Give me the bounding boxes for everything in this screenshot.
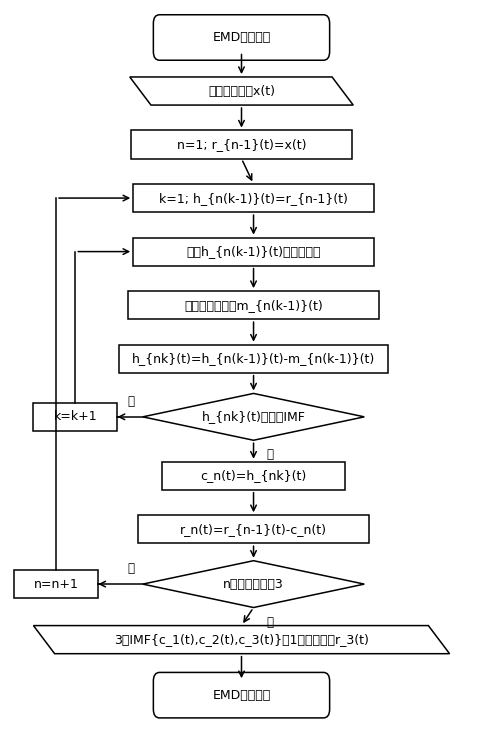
Text: n是否大于等于3: n是否大于等于3 (223, 578, 284, 591)
Text: k=1; h_{n(k-1)}(t)=r_{n-1}(t): k=1; h_{n(k-1)}(t)=r_{n-1}(t) (159, 192, 348, 205)
Text: h_{nk}(t)=h_{n(k-1)}(t)-m_{n(k-1)}(t): h_{nk}(t)=h_{n(k-1)}(t)-m_{n(k-1)}(t) (132, 352, 375, 365)
Text: 求上下包络均值m_{n(k-1)}(t): 求上下包络均值m_{n(k-1)}(t) (184, 299, 323, 312)
Bar (131, 131, 352, 159)
Text: 否: 否 (127, 562, 134, 575)
Text: EMD程序开始: EMD程序开始 (213, 31, 270, 44)
Text: n=1; r_{n-1}(t)=x(t): n=1; r_{n-1}(t)=x(t) (177, 138, 306, 151)
Bar (133, 238, 374, 266)
Bar (119, 344, 388, 373)
Polygon shape (143, 561, 364, 608)
Bar (128, 291, 379, 319)
Bar (133, 184, 374, 212)
Polygon shape (143, 393, 364, 440)
Text: k=k+1: k=k+1 (54, 410, 97, 424)
Text: r_n(t)=r_{n-1}(t)-c_n(t): r_n(t)=r_{n-1}(t)-c_n(t) (180, 523, 327, 536)
Bar (14, 570, 98, 598)
Bar (33, 403, 117, 431)
Polygon shape (33, 625, 450, 654)
Text: 是: 是 (267, 616, 274, 628)
Bar (138, 515, 369, 543)
Text: 3个IMF{c_1(t),c_2(t),c_3(t)}与1个残差函数r_3(t): 3个IMF{c_1(t),c_2(t),c_3(t)}与1个残差函数r_3(t) (114, 633, 369, 646)
Text: 否: 否 (127, 395, 134, 408)
Text: EMD程序结束: EMD程序结束 (213, 688, 270, 702)
Text: n=n+1: n=n+1 (34, 578, 79, 591)
FancyBboxPatch shape (154, 672, 329, 718)
Text: 机内测试信号x(t): 机内测试信号x(t) (208, 84, 275, 98)
Polygon shape (130, 77, 353, 105)
Text: 是: 是 (267, 448, 274, 461)
Text: 找出h_{n(k-1)}(t)的上下包络: 找出h_{n(k-1)}(t)的上下包络 (186, 245, 321, 258)
Bar (162, 462, 345, 490)
Text: h_{nk}(t)是否为IMF: h_{nk}(t)是否为IMF (201, 410, 305, 424)
Text: c_n(t)=h_{nk}(t): c_n(t)=h_{nk}(t) (200, 469, 307, 482)
FancyBboxPatch shape (154, 15, 329, 60)
